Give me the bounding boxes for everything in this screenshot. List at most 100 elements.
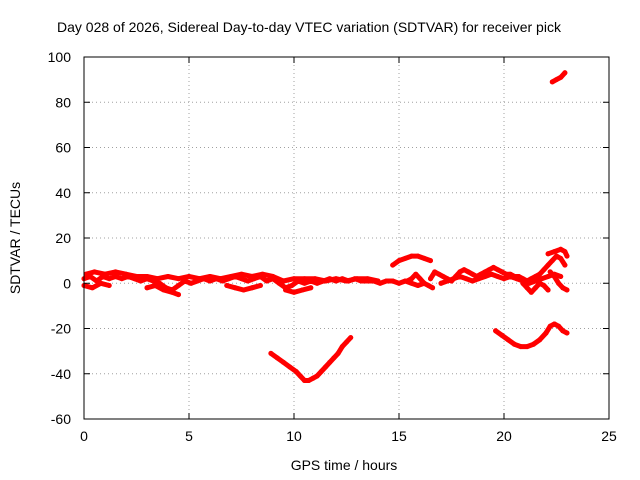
data-point [257,283,263,288]
data-point [409,276,415,282]
data-trace [81,280,112,291]
data-point [428,258,433,264]
data-point [551,249,557,255]
data-point [564,287,570,293]
data-point [436,271,442,277]
data-point [232,285,238,291]
data-trace [268,335,354,383]
data-point [541,267,547,273]
x-tick-label: 5 [185,428,193,444]
data-point [547,323,553,329]
data-point [92,269,97,275]
data-point [430,285,436,291]
data-point [539,276,545,282]
data-point [488,271,494,277]
data-point [327,359,333,365]
data-point [457,269,463,275]
data-point [402,255,408,261]
data-point [344,339,349,345]
data-point [283,287,289,293]
data-trace [283,285,314,295]
data-point [564,253,570,259]
x-tick-label: 15 [391,428,407,444]
data-point [556,323,562,329]
data-point [537,271,543,277]
data-point [264,278,270,284]
y-tick-label: 100 [48,49,72,65]
data-point [224,283,230,288]
data-point [375,278,381,284]
data-point [444,278,450,284]
data-point [281,278,286,284]
data-point [545,262,551,268]
data-point [554,77,559,83]
data-point [119,276,125,282]
data-point [543,330,549,336]
data-point [333,276,339,282]
data-point [541,283,547,288]
data-point [554,253,559,259]
data-point [524,285,530,291]
data-point [493,328,499,334]
data-point [102,271,108,277]
data-point [547,269,553,275]
data-point [152,283,158,288]
x-tick-label: 25 [601,428,617,444]
data-point [176,283,181,288]
data-point [289,283,295,288]
data-point [348,335,354,341]
data-point [533,274,538,279]
chart-grid [84,57,609,419]
data-point [287,364,293,370]
data-point [404,278,410,284]
data-point [499,332,505,338]
data-point [558,274,564,279]
data-point [482,269,488,275]
data-point [518,344,524,350]
data-point [507,274,513,279]
data-point [134,274,139,279]
data-point [528,289,534,295]
data-point [470,271,475,277]
data-point [409,253,415,259]
data-point [560,285,566,291]
data-point [491,264,496,270]
data-point [339,344,345,350]
data-point [417,276,423,282]
data-point [239,276,244,282]
data-point [461,267,467,273]
data-point [302,280,307,286]
data-point [106,283,112,288]
data-point [144,285,150,291]
data-point [520,280,526,286]
data-point [482,274,488,279]
data-point [281,359,286,365]
data-point [268,350,274,356]
data-point [533,278,538,284]
data-point [533,285,538,291]
data-point [186,274,192,279]
data-point [421,280,427,286]
data-point [562,70,568,76]
data-point [438,280,444,286]
data-point [560,328,566,334]
y-tick-label: -60 [51,411,71,427]
data-point [323,364,328,370]
data-point [310,375,316,381]
data-point [562,249,568,255]
data-point [335,350,341,356]
data-point [312,276,318,282]
y-tick-label: 60 [55,140,71,156]
data-point [106,276,112,282]
data-point [314,373,320,379]
data-point [549,79,555,85]
data-point [537,280,543,286]
data-point [512,341,517,347]
data-point [331,355,337,361]
data-point [558,246,564,252]
x-axis-title: GPS time / hours [291,457,398,473]
data-point [425,283,431,288]
data-point [415,283,421,288]
data-point [176,276,181,282]
data-point [526,280,532,286]
